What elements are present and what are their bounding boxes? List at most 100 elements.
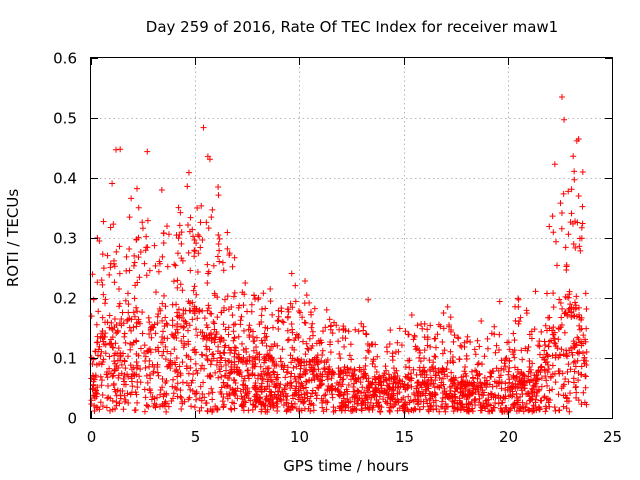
data-point bbox=[419, 325, 426, 332]
data-point bbox=[345, 328, 352, 335]
data-point bbox=[327, 383, 334, 390]
data-point bbox=[549, 352, 556, 359]
data-point bbox=[222, 342, 229, 349]
data-point bbox=[365, 389, 372, 396]
data-point bbox=[340, 327, 347, 334]
y-tick-label: 0.3 bbox=[53, 230, 77, 248]
data-point bbox=[143, 272, 150, 279]
data-point bbox=[476, 343, 483, 350]
data-point bbox=[541, 338, 548, 345]
data-point bbox=[261, 353, 268, 360]
data-point bbox=[319, 351, 326, 358]
data-point bbox=[492, 349, 499, 356]
data-point bbox=[157, 391, 164, 398]
x-tick-label: 25 bbox=[603, 428, 622, 446]
data-point bbox=[398, 342, 405, 349]
x-tick-label: 10 bbox=[290, 428, 309, 446]
data-point bbox=[368, 381, 375, 388]
data-point bbox=[133, 350, 140, 357]
data-point bbox=[422, 386, 429, 393]
data-point bbox=[365, 384, 372, 391]
data-point bbox=[174, 326, 181, 333]
data-point bbox=[472, 367, 479, 374]
data-point bbox=[188, 379, 195, 386]
data-point bbox=[529, 408, 536, 415]
data-point bbox=[578, 316, 585, 323]
data-point bbox=[191, 404, 198, 411]
data-point bbox=[564, 312, 571, 319]
data-point bbox=[245, 367, 252, 374]
data-point bbox=[540, 354, 547, 361]
data-point bbox=[174, 393, 181, 400]
data-point bbox=[302, 378, 309, 385]
data-point bbox=[150, 402, 157, 409]
data-point bbox=[309, 390, 316, 397]
data-point bbox=[159, 376, 166, 383]
data-point bbox=[314, 356, 321, 363]
data-point bbox=[139, 309, 146, 316]
data-point bbox=[170, 376, 177, 383]
data-point bbox=[139, 219, 146, 226]
data-point bbox=[450, 338, 457, 345]
data-point bbox=[484, 335, 491, 342]
data-point bbox=[92, 372, 99, 379]
data-point bbox=[571, 340, 578, 347]
data-point bbox=[88, 354, 95, 361]
data-point bbox=[131, 252, 138, 259]
data-point bbox=[146, 319, 153, 326]
data-point bbox=[115, 345, 122, 352]
data-point bbox=[362, 354, 369, 361]
data-point bbox=[191, 253, 198, 260]
data-point bbox=[576, 243, 583, 250]
data-point bbox=[301, 300, 308, 307]
data-point bbox=[127, 362, 134, 369]
data-point bbox=[432, 353, 439, 360]
data-point bbox=[224, 245, 231, 252]
data-point bbox=[565, 361, 572, 368]
data-point bbox=[582, 373, 589, 380]
data-point bbox=[146, 267, 153, 274]
data-point bbox=[155, 268, 162, 275]
data-point bbox=[364, 347, 371, 354]
data-point bbox=[344, 372, 351, 379]
data-point bbox=[299, 314, 306, 321]
data-point bbox=[298, 407, 305, 414]
data-point bbox=[193, 240, 200, 247]
data-point bbox=[541, 394, 548, 401]
data-point bbox=[461, 339, 468, 346]
data-point bbox=[143, 372, 150, 379]
data-point bbox=[256, 321, 263, 328]
data-point bbox=[432, 365, 439, 372]
data-point bbox=[143, 233, 150, 240]
data-point bbox=[249, 333, 256, 340]
data-point bbox=[439, 403, 446, 410]
data-point bbox=[168, 331, 175, 338]
data-point bbox=[452, 394, 459, 401]
data-point bbox=[158, 187, 165, 193]
data-point bbox=[537, 397, 544, 404]
data-point bbox=[550, 324, 557, 331]
data-point bbox=[98, 348, 105, 355]
data-point bbox=[228, 363, 235, 370]
data-point bbox=[557, 300, 564, 307]
data-point bbox=[213, 362, 220, 369]
data-point bbox=[384, 348, 391, 355]
data-point bbox=[209, 351, 216, 358]
data-point bbox=[418, 384, 425, 391]
data-point bbox=[120, 375, 127, 382]
data-point bbox=[185, 382, 192, 389]
data-point bbox=[477, 379, 484, 386]
data-point bbox=[287, 300, 294, 307]
data-point bbox=[196, 308, 203, 315]
data-point bbox=[556, 296, 563, 303]
data-point bbox=[191, 391, 198, 398]
data-point bbox=[414, 382, 421, 389]
data-point bbox=[246, 388, 253, 395]
data-point bbox=[533, 392, 540, 399]
data-point bbox=[204, 324, 211, 331]
data-point bbox=[275, 307, 282, 314]
data-point bbox=[210, 351, 217, 358]
data-point bbox=[105, 394, 112, 401]
data-point bbox=[275, 326, 282, 333]
data-point bbox=[141, 386, 148, 393]
